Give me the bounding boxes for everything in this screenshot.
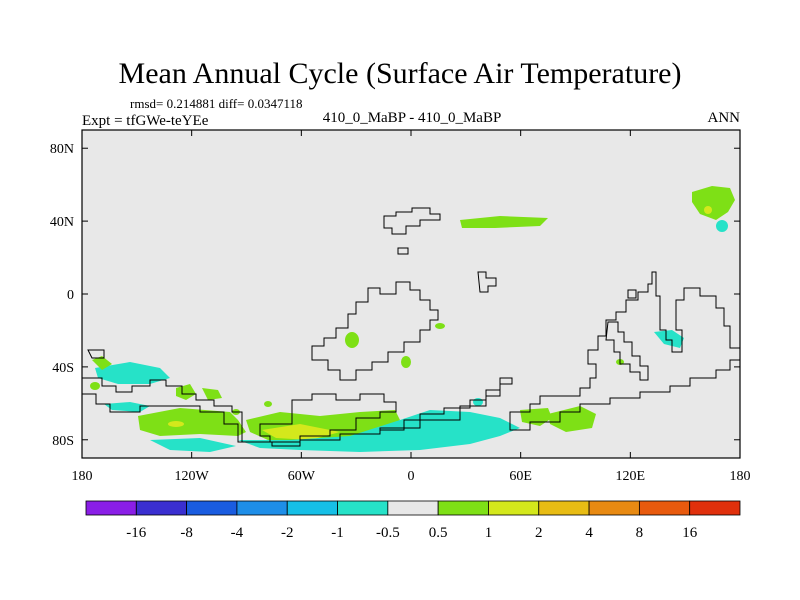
colorbar-swatch	[286, 500, 338, 516]
colorbar-label: -2	[281, 525, 294, 541]
x-tick-label: 60W	[288, 469, 316, 484]
y-tick-label: 0	[67, 288, 74, 303]
y-tick-label: 40S	[52, 361, 74, 376]
colorbar-label: 4	[585, 525, 593, 541]
colorbar-label: 8	[636, 525, 644, 541]
continent-outline	[242, 377, 513, 447]
colorbar-swatch	[337, 500, 389, 516]
colorbar-label: 2	[535, 525, 543, 541]
negative-anomaly-patch	[150, 438, 236, 452]
positive-anomaly-patch	[92, 356, 112, 370]
experiment-label: Expt = tfGWe-teYEe	[82, 113, 209, 129]
colorbar-swatch	[689, 500, 741, 516]
continent-outline	[509, 271, 741, 431]
continent-outline	[397, 247, 409, 255]
x-tick-label: 180	[730, 469, 751, 484]
colorbar-label: 1	[485, 525, 493, 541]
colorbar-label: -1	[331, 525, 344, 541]
chart-title: Mean Annual Cycle (Surface Air Temperatu…	[119, 57, 682, 90]
stats-text: rmsd= 0.214881 diff= 0.0347118	[130, 96, 302, 111]
x-tick-label: 0	[408, 469, 415, 484]
positive-anomaly-patch	[692, 186, 735, 220]
positive-anomaly-patch	[435, 323, 445, 329]
colorbar-swatch	[437, 500, 489, 516]
colorbar-label: 16	[682, 525, 698, 541]
colorbar-swatch	[588, 500, 640, 516]
positive-anomaly-patch	[264, 401, 272, 407]
colorbar-swatch	[85, 500, 137, 516]
negative-anomaly-patch	[654, 330, 684, 348]
colorbar-swatch	[186, 500, 238, 516]
colorbar-swatch	[387, 500, 439, 516]
negative-anomaly-patch	[473, 398, 483, 406]
negative-anomaly-patch	[104, 402, 150, 412]
negative-anomaly-patch	[716, 220, 728, 232]
x-tick-label: 120E	[616, 469, 646, 484]
y-axis: 80N 40N 0 40S 80S	[50, 142, 740, 449]
positive-anomaly-patch	[345, 332, 359, 348]
x-tick-label: 60E	[509, 469, 532, 484]
warm-anomaly-patch	[168, 421, 184, 427]
comparison-label: 410_0_MaBP - 410_0_MaBP	[323, 110, 502, 126]
positive-anomaly-patch	[90, 382, 100, 390]
continent-outline	[605, 321, 649, 381]
colorbar-swatch	[488, 500, 540, 516]
colorbar-label: 0.5	[429, 525, 448, 541]
colorbar-label: -4	[231, 525, 244, 541]
season-label: ANN	[708, 110, 741, 126]
positive-anomaly-patch	[138, 408, 246, 436]
colorbar-label: -8	[180, 525, 193, 541]
colorbar-label: -0.5	[376, 525, 400, 541]
continent-outline	[259, 393, 397, 443]
continent-outline	[311, 281, 439, 381]
colorbar-swatch	[236, 500, 288, 516]
continent-outline	[82, 377, 243, 443]
colorbar-swatch	[135, 500, 188, 516]
y-tick-label: 40N	[50, 215, 74, 230]
y-tick-label: 80S	[52, 434, 74, 449]
x-tick-label: 180	[72, 469, 93, 484]
warm-anomaly-patch	[704, 206, 712, 214]
positive-anomaly-patch	[202, 388, 222, 400]
y-tick-label: 80N	[50, 142, 74, 157]
colorbar-label: -16	[126, 525, 146, 541]
coastlines	[82, 207, 741, 447]
negative-anomaly-patch	[95, 362, 170, 384]
x-tick-label: 120W	[175, 469, 210, 484]
positive-anomaly-patch	[176, 384, 196, 400]
continent-outline	[477, 271, 497, 293]
continent-outline	[627, 289, 637, 299]
colorbar: -16 -8 -4 -2 -1 -0.5 0.5 1 2 4 8 16	[85, 500, 741, 541]
colorbar-swatch	[538, 500, 590, 516]
continent-outline	[383, 207, 441, 235]
colorbar-swatch	[638, 500, 691, 516]
positive-anomaly-patch	[401, 356, 411, 368]
x-axis: 180 120W 60W 0 60E 120E 180	[72, 130, 751, 484]
positive-anomaly-patch	[460, 216, 548, 228]
plot-area	[82, 130, 740, 458]
continent-outline	[87, 349, 105, 359]
